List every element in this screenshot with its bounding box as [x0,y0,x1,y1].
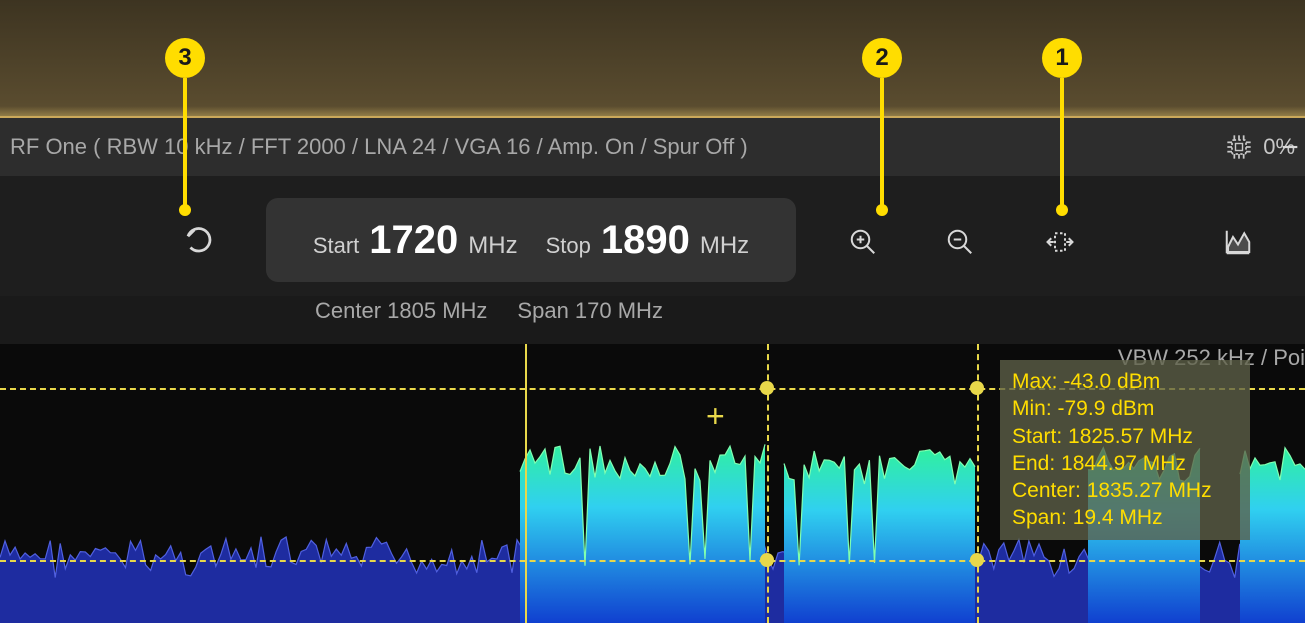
start-value: 1720 [369,218,458,263]
callout-2-dot [876,204,888,216]
app-root: 3 2 1 RF One ( RBW 10 kHz / FFT 2000 / L… [0,0,1305,623]
callout-1-line [1060,78,1064,206]
zoom-in-icon [848,227,878,257]
callout-3-line [183,78,187,206]
center-marker-line[interactable] [525,344,527,623]
start-label: Start [313,233,359,259]
marker-center: Center: 1835.27 MHz [1012,477,1238,504]
zoom-out-button[interactable] [940,222,980,262]
selection-handle-bl[interactable] [760,553,774,567]
callout-1-dot [1056,204,1068,216]
undo-icon [183,225,213,255]
chart-mode-button[interactable] [1218,222,1258,262]
marker-readout-box: Max: -43.0 dBm Min: -79.9 dBm Start: 182… [1000,360,1250,540]
marker-end: End: 1844.97 MHz [1012,450,1238,477]
min-marker-line[interactable] [0,560,1305,562]
stop-unit: MHz [700,232,749,260]
callout-1: 1 [1042,38,1082,78]
crosshair-marker[interactable]: + [706,398,725,435]
collapse-button[interactable]: − [1275,128,1305,168]
center-span-readout: Center 1805 MHz Span 170 MHz [315,298,663,324]
zoom-in-button[interactable] [843,222,883,262]
callout-2-line [880,78,884,206]
start-unit: MHz [468,232,517,260]
marker-span: Span: 19.4 MHz [1012,504,1238,531]
callout-2: 2 [862,38,902,78]
marker-start: Start: 1825.57 MHz [1012,423,1238,450]
marker-max: Max: -43.0 dBm [1012,368,1238,395]
device-params-text: RF One ( RBW 10 kHz / FFT 2000 / LNA 24 … [10,134,748,160]
zoom-out-icon [945,227,975,257]
undo-button[interactable] [178,220,218,260]
callout-3-dot [179,204,191,216]
selection-handle-tr[interactable] [970,381,984,395]
chart-mode-icon [1223,227,1253,257]
stop-value: 1890 [601,218,690,263]
selection-handle-br[interactable] [970,553,984,567]
selection-handle-tl[interactable] [760,381,774,395]
center-text: Center 1805 MHz [315,298,487,324]
stop-label: Stop [546,233,591,259]
zoom-select-button[interactable] [1040,222,1080,262]
span-text: Span 170 MHz [517,298,663,324]
frequency-panel[interactable]: Start 1720 MHz Stop 1890 MHz [266,198,796,282]
zoom-select-icon [1045,227,1075,257]
callout-3: 3 [165,38,205,78]
marker-min: Min: -79.9 dBm [1012,395,1238,422]
start-freq[interactable]: Start 1720 MHz [313,218,518,263]
info-bar: RF One ( RBW 10 kHz / FFT 2000 / LNA 24 … [0,118,1305,176]
stop-freq[interactable]: Stop 1890 MHz [546,218,750,263]
cpu-icon [1225,133,1253,161]
